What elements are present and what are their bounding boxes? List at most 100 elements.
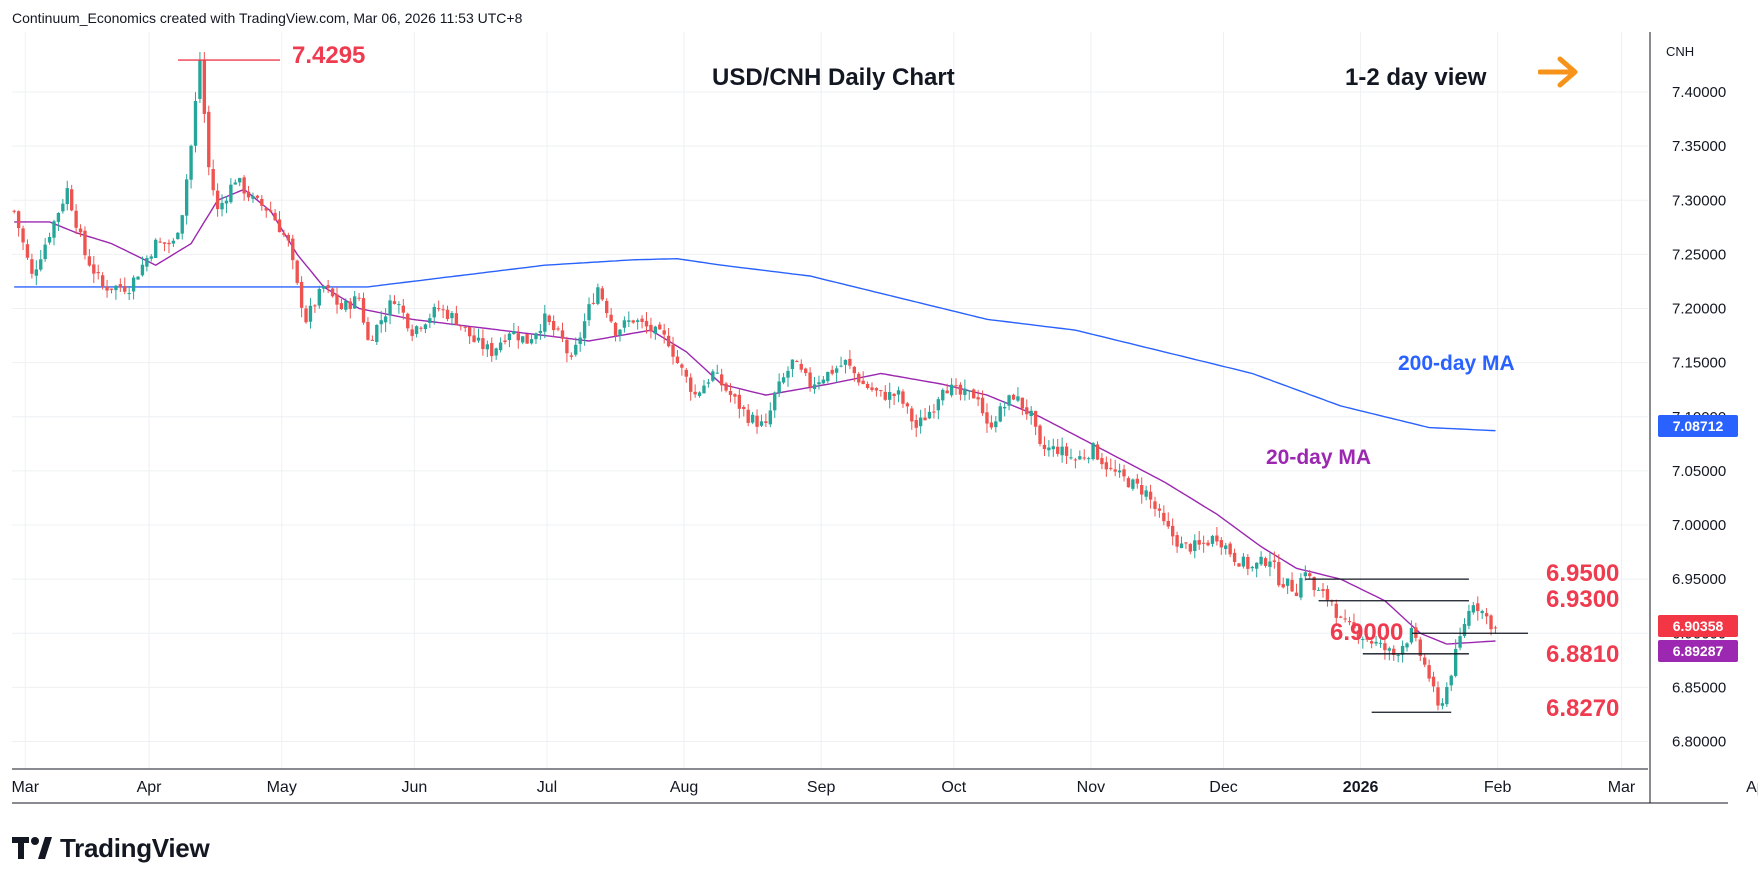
candle-body: [61, 203, 65, 212]
candle-body: [207, 111, 211, 168]
candle-body: [1263, 558, 1268, 566]
candle-body: [1462, 624, 1467, 636]
x-tick-label: Dec: [1209, 779, 1237, 796]
y-tick-label: 7.30000: [1672, 192, 1726, 209]
candle-body: [1281, 584, 1285, 588]
level-label-6-9300: 6.9300: [1546, 586, 1620, 613]
candle-body: [945, 390, 949, 394]
level-label-6-9000: 6.9000: [1330, 619, 1404, 646]
candle-body: [1095, 444, 1100, 460]
candle-body: [1453, 648, 1458, 676]
candle-body: [370, 339, 375, 341]
candle-body: [87, 256, 92, 266]
candle-body: [675, 356, 680, 363]
candle-body: [472, 335, 476, 342]
candle-body: [1405, 643, 1409, 648]
candle-body: [1356, 630, 1361, 639]
candle-body: [1387, 648, 1392, 651]
candle-body: [967, 390, 971, 392]
candle-body: [905, 403, 910, 407]
candle-body: [39, 259, 43, 270]
candle-body: [1285, 578, 1290, 586]
candle-body: [180, 215, 184, 234]
candle-body: [702, 385, 706, 394]
candle-body: [1100, 458, 1104, 465]
candle-body: [640, 318, 644, 322]
candle-body: [892, 393, 896, 397]
candle-body: [1153, 501, 1157, 509]
candle-body: [56, 213, 61, 222]
x-tick-label: Apr: [137, 779, 163, 796]
candle-body: [596, 287, 600, 304]
candle-body: [176, 232, 180, 240]
candle-body: [92, 264, 96, 274]
candle-body: [375, 324, 379, 342]
candle-body: [1206, 542, 1210, 546]
candle-body: [171, 240, 176, 244]
candle-body: [118, 284, 123, 288]
candle-body: [1374, 641, 1378, 644]
candle-body: [755, 415, 759, 427]
candle-body: [184, 179, 189, 216]
candle-body: [317, 288, 321, 306]
candle-body: [1179, 543, 1184, 549]
candle-body: [582, 321, 587, 339]
candle-body: [1007, 395, 1011, 406]
candle-body: [1294, 592, 1299, 597]
chart-attribution: Continuum_Economics created with Trading…: [12, 10, 523, 26]
candle-body: [1277, 562, 1281, 586]
candle-body: [914, 420, 918, 428]
candle-body: [1069, 457, 1073, 459]
candle-body: [1312, 577, 1316, 591]
candle-body: [1489, 615, 1493, 630]
candle-body: [1272, 560, 1277, 562]
candle-body: [1184, 542, 1188, 544]
candle-body: [852, 366, 856, 374]
ma200-price-tag: 7.08712: [1658, 415, 1738, 437]
candle-body: [445, 309, 450, 320]
candle-body: [136, 276, 140, 280]
candle-body: [1051, 446, 1055, 450]
candle-body: [255, 195, 260, 198]
candle-body: [1091, 443, 1095, 460]
candle-body: [631, 320, 635, 323]
candle-body: [494, 348, 498, 356]
candle-body: [1078, 456, 1082, 460]
level-label-7-4295: 7.4295: [292, 42, 366, 69]
candle-body: [1409, 627, 1414, 643]
candle-body: [1170, 525, 1175, 537]
candle-body: [901, 391, 905, 404]
candle-body: [954, 385, 958, 387]
candle-body: [649, 324, 653, 332]
candle-body: [874, 388, 879, 391]
candle-body: [476, 337, 481, 341]
candle-body: [1365, 638, 1369, 640]
candle-body: [1431, 676, 1436, 687]
candle-body: [21, 228, 25, 243]
candle-body: [750, 414, 755, 423]
candle-body: [392, 301, 397, 304]
candle-body: [812, 384, 817, 389]
candle-body: [361, 298, 366, 323]
candle-body: [1378, 642, 1383, 644]
currency-label: CNH: [1666, 44, 1695, 59]
candle-body: [1471, 605, 1476, 613]
candle-body: [963, 388, 967, 395]
candle-body: [1148, 491, 1153, 500]
tradingview-logo[interactable]: TradingView: [12, 832, 210, 864]
candle-body: [551, 320, 556, 331]
x-tick-label: Nov: [1077, 779, 1105, 796]
candle-body: [1316, 589, 1321, 591]
ma20-price-tag: 6.89287: [1658, 640, 1738, 662]
candle-body: [817, 382, 821, 385]
candle-body: [70, 189, 74, 211]
candle-body: [1126, 478, 1131, 488]
candle-body: [1047, 447, 1051, 451]
candle-body: [662, 330, 666, 335]
candle-body: [918, 417, 923, 427]
candle-body: [958, 384, 963, 395]
candle-body: [861, 380, 865, 385]
level-label-6-9500: 6.9500: [1546, 560, 1620, 587]
candle-body: [1175, 535, 1179, 547]
